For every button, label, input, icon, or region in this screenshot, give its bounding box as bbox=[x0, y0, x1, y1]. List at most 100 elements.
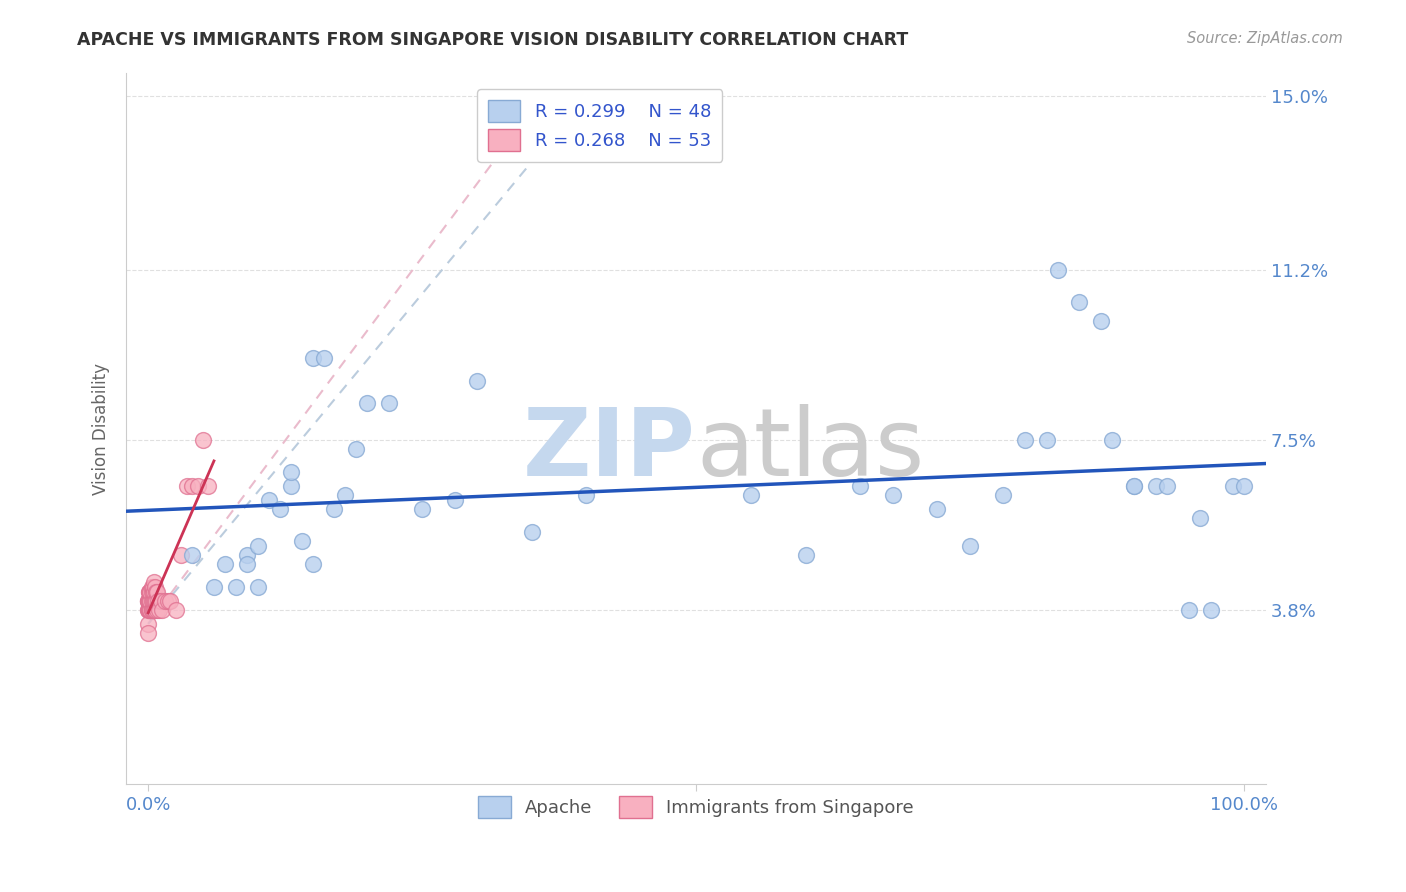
Point bbox=[139, 603, 162, 617]
Point bbox=[138, 594, 160, 608]
Point bbox=[1123, 479, 1146, 493]
Point bbox=[344, 442, 367, 457]
Point bbox=[142, 575, 165, 590]
Point bbox=[236, 557, 259, 571]
Point bbox=[142, 603, 165, 617]
Point bbox=[1178, 603, 1201, 617]
Point bbox=[170, 548, 193, 562]
Point bbox=[740, 488, 762, 502]
Point bbox=[1188, 511, 1211, 525]
Point bbox=[146, 594, 169, 608]
Point bbox=[794, 548, 817, 562]
Point bbox=[141, 603, 163, 617]
Legend: Apache, Immigrants from Singapore: Apache, Immigrants from Singapore bbox=[471, 789, 921, 825]
Text: ZIP: ZIP bbox=[523, 404, 696, 496]
Point bbox=[925, 502, 948, 516]
Point bbox=[849, 479, 872, 493]
Text: Source: ZipAtlas.com: Source: ZipAtlas.com bbox=[1187, 31, 1343, 46]
Point bbox=[197, 479, 219, 493]
Point bbox=[138, 584, 160, 599]
Point bbox=[138, 603, 160, 617]
Point bbox=[176, 479, 198, 493]
Point bbox=[136, 626, 159, 640]
Point bbox=[146, 584, 169, 599]
Point bbox=[1123, 479, 1146, 493]
Point bbox=[142, 603, 165, 617]
Point bbox=[246, 539, 269, 553]
Point bbox=[269, 502, 291, 516]
Point bbox=[139, 584, 162, 599]
Point bbox=[141, 603, 163, 617]
Point bbox=[142, 594, 165, 608]
Point bbox=[356, 396, 378, 410]
Point bbox=[165, 603, 187, 617]
Point bbox=[301, 351, 323, 365]
Point bbox=[145, 584, 167, 599]
Point bbox=[291, 534, 314, 549]
Point bbox=[142, 584, 165, 599]
Point bbox=[142, 580, 165, 594]
Point bbox=[142, 594, 165, 608]
Point bbox=[146, 603, 169, 617]
Point bbox=[136, 594, 159, 608]
Point bbox=[142, 584, 165, 599]
Point bbox=[136, 616, 159, 631]
Point bbox=[139, 603, 162, 617]
Point bbox=[882, 488, 904, 502]
Point bbox=[136, 594, 159, 608]
Point bbox=[138, 584, 160, 599]
Point bbox=[1156, 479, 1178, 493]
Point bbox=[280, 465, 302, 479]
Point bbox=[153, 594, 176, 608]
Point bbox=[1199, 603, 1222, 617]
Point bbox=[145, 594, 167, 608]
Point bbox=[191, 433, 214, 447]
Point bbox=[202, 580, 225, 594]
Point bbox=[1233, 479, 1256, 493]
Point bbox=[1144, 479, 1167, 493]
Point bbox=[139, 594, 162, 608]
Point bbox=[444, 492, 467, 507]
Point bbox=[141, 584, 163, 599]
Point bbox=[1101, 433, 1123, 447]
Point bbox=[148, 603, 170, 617]
Point bbox=[181, 548, 204, 562]
Point bbox=[1090, 314, 1112, 328]
Point bbox=[1014, 433, 1036, 447]
Point bbox=[150, 594, 173, 608]
Point bbox=[136, 603, 159, 617]
Point bbox=[246, 580, 269, 594]
Point bbox=[335, 488, 357, 502]
Point bbox=[139, 594, 162, 608]
Point bbox=[141, 580, 163, 594]
Point bbox=[214, 557, 236, 571]
Point bbox=[136, 603, 159, 617]
Point bbox=[159, 594, 181, 608]
Text: APACHE VS IMMIGRANTS FROM SINGAPORE VISION DISABILITY CORRELATION CHART: APACHE VS IMMIGRANTS FROM SINGAPORE VISI… bbox=[77, 31, 908, 49]
Point bbox=[280, 479, 302, 493]
Y-axis label: Vision Disability: Vision Disability bbox=[93, 363, 110, 495]
Point bbox=[141, 594, 163, 608]
Point bbox=[186, 479, 208, 493]
Point bbox=[465, 374, 488, 388]
Point bbox=[312, 351, 335, 365]
Point bbox=[378, 396, 401, 410]
Point bbox=[991, 488, 1014, 502]
Point bbox=[520, 524, 543, 539]
Point bbox=[1046, 263, 1069, 277]
Point bbox=[575, 488, 598, 502]
Point bbox=[138, 603, 160, 617]
Point bbox=[323, 502, 346, 516]
Point bbox=[1035, 433, 1057, 447]
Point bbox=[301, 557, 323, 571]
Point bbox=[138, 594, 160, 608]
Point bbox=[225, 580, 247, 594]
Text: atlas: atlas bbox=[696, 404, 924, 496]
Point bbox=[181, 479, 204, 493]
Point bbox=[236, 548, 259, 562]
Point bbox=[143, 580, 166, 594]
Point bbox=[959, 539, 981, 553]
Point bbox=[156, 594, 179, 608]
Point bbox=[143, 603, 166, 617]
Point bbox=[139, 584, 162, 599]
